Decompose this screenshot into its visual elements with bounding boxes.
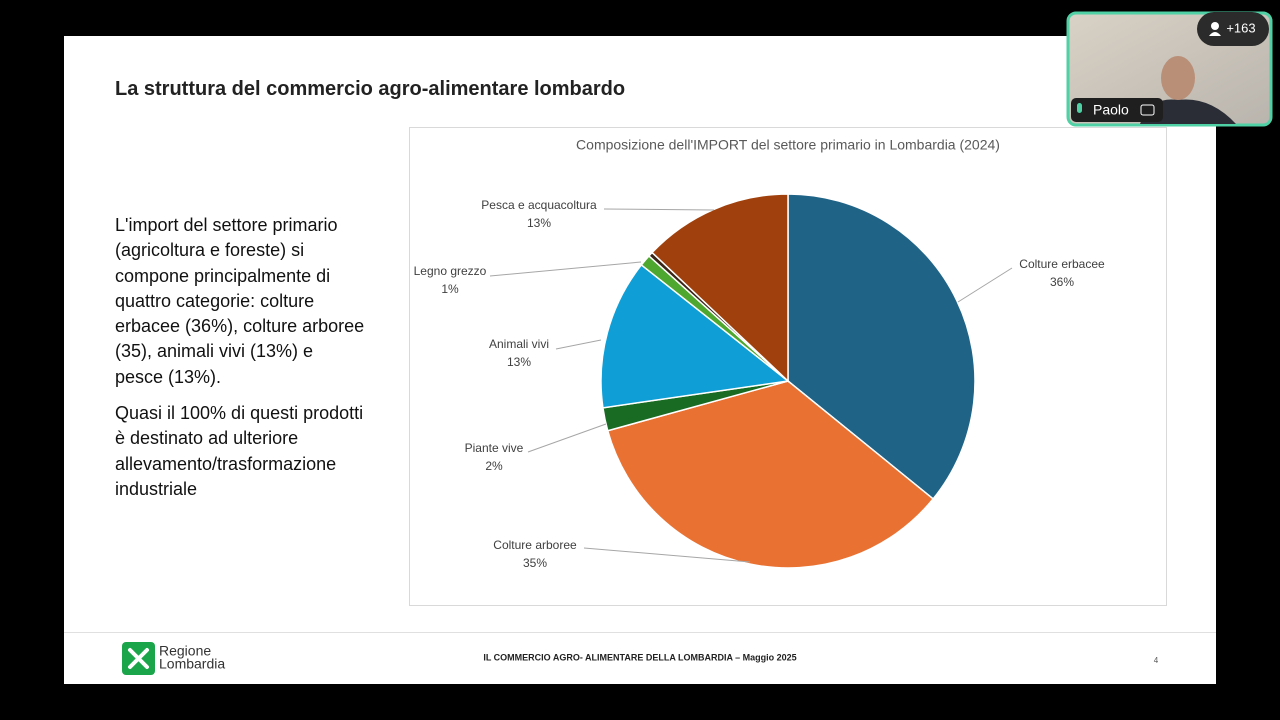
participants-badge[interactable] <box>1197 12 1269 46</box>
slide-title: La struttura del commercio agro-alimenta… <box>115 78 626 100</box>
slice-value: 13% <box>527 216 551 230</box>
body-text: Quasi il 100% di questi prodotti è desti… <box>115 403 364 499</box>
slice-value: 36% <box>1050 275 1074 289</box>
leader-line <box>555 339 602 350</box>
pie-slice <box>651 193 789 383</box>
participants-count: +163 <box>1226 20 1255 35</box>
pie-slice <box>606 380 935 569</box>
leader-line <box>603 208 715 211</box>
leader-line <box>527 423 607 453</box>
logo-text: Regione <box>159 643 211 659</box>
slice-value: 2% <box>485 459 503 473</box>
footer-text: IL COMMERCIO AGRO- ALIMENTARE DELLA LOMB… <box>483 652 796 662</box>
screen-share-icon <box>1140 104 1155 116</box>
leader-line <box>583 547 751 563</box>
slice-label: Piante vive <box>465 441 524 455</box>
slice-label: Legno grezzo <box>414 264 487 278</box>
body-text: L'import del settore primario (agricoltu… <box>115 215 365 387</box>
name-pill <box>1071 98 1163 122</box>
person-icon <box>1209 32 1221 36</box>
slice-value: 1% <box>441 282 459 296</box>
mic-icon <box>1077 103 1082 113</box>
logo-text: Lombardia <box>159 656 225 672</box>
person-icon <box>1211 22 1219 30</box>
person-head <box>1161 56 1195 100</box>
page-number: 4 <box>1154 656 1159 665</box>
slice-label: Animali vivi <box>489 337 549 351</box>
participant-name: Paolo <box>1093 102 1129 118</box>
leader-line <box>489 261 642 277</box>
logo-symbol <box>128 648 149 669</box>
slice-label: Pesca e acquacoltura <box>481 198 597 212</box>
leader-line <box>957 267 1013 303</box>
slice-value: 35% <box>523 556 547 570</box>
person-body <box>1140 99 1236 124</box>
slice-value: 13% <box>507 355 531 369</box>
chart-title: Composizione dell'IMPORT del settore pri… <box>576 137 1000 153</box>
slice-label: Colture arboree <box>493 538 577 552</box>
slice-label: Colture erbacee <box>1019 257 1105 271</box>
pie-slice <box>787 193 976 500</box>
pie-slice <box>600 263 790 409</box>
